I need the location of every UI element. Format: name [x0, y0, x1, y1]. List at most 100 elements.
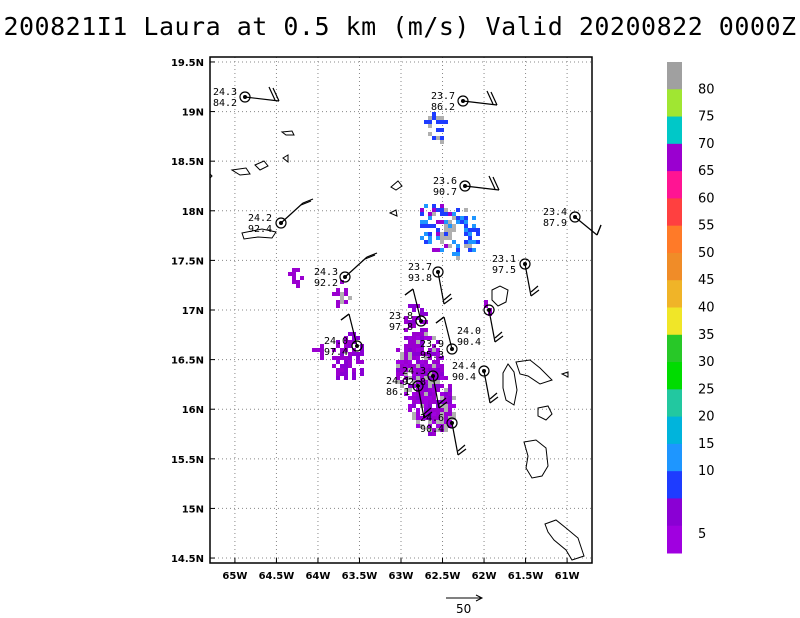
wind-cell	[424, 372, 428, 376]
wind-cell	[440, 428, 444, 432]
wind-cell	[428, 216, 432, 220]
wind-cell	[436, 248, 440, 252]
wind-cell	[432, 376, 436, 380]
wind-cell	[340, 356, 344, 360]
wind-cell	[408, 364, 412, 368]
wind-cell	[444, 408, 448, 412]
wind-cell	[412, 352, 416, 356]
wind-cell	[436, 208, 440, 212]
wind-barb-flag	[364, 254, 376, 260]
wind-cell	[424, 388, 428, 392]
wind-cell	[464, 240, 468, 244]
wind-barb-staff	[348, 313, 358, 347]
wind-cell	[296, 268, 300, 272]
wind-cell	[464, 208, 468, 212]
wind-cell	[420, 332, 424, 336]
wind-cell	[336, 288, 340, 292]
wind-cell	[428, 404, 432, 408]
wind-cell	[336, 304, 340, 308]
wind-cell	[452, 240, 456, 244]
wind-barb-staff	[244, 96, 280, 102]
wind-cell	[416, 356, 420, 360]
wind-cell	[428, 348, 432, 352]
wind-cell	[424, 416, 428, 420]
wind-cell	[428, 376, 432, 380]
station-plot: 24.490.4	[452, 361, 499, 404]
wind-cell	[424, 224, 428, 228]
station-plot: 24.292.4	[248, 198, 314, 235]
wind-cell	[396, 360, 400, 364]
wind-cell	[408, 384, 412, 388]
wind-cell	[428, 132, 432, 136]
x-tick-label: 61W	[555, 571, 580, 582]
wind-cell	[400, 360, 404, 364]
station-temperature: 24.6	[420, 413, 444, 424]
wind-cell	[432, 352, 436, 356]
wind-cell	[476, 228, 480, 232]
wind-cell	[420, 352, 424, 356]
wind-cell	[412, 368, 416, 372]
wind-cell	[432, 384, 436, 388]
colorbar-label: 50	[698, 246, 715, 261]
wind-cell	[396, 376, 400, 380]
x-tick-label: 62.5W	[425, 571, 461, 582]
colorbar-label: 70	[698, 137, 715, 152]
wind-cell	[432, 392, 436, 396]
wind-cell	[412, 404, 416, 408]
wind-cell	[424, 400, 428, 404]
wind-cell	[404, 352, 408, 356]
wind-cell	[448, 412, 452, 416]
wind-cell	[444, 212, 448, 216]
wind-cell	[420, 308, 424, 312]
wind-cell	[420, 368, 424, 372]
colorbar-swatch	[667, 171, 682, 199]
wind-cell	[416, 352, 420, 356]
y-tick-label: 16N	[182, 405, 204, 416]
wind-cell	[432, 116, 436, 120]
wind-barb-flag	[272, 87, 280, 102]
colorbar-label: 80	[698, 82, 715, 97]
station-plot: 24.186.1	[386, 376, 433, 419]
wind-cell	[444, 428, 448, 432]
wind-cell	[436, 420, 440, 424]
wind-cell	[420, 220, 424, 224]
wind-cell	[404, 392, 408, 396]
wind-cell	[404, 388, 408, 392]
lat-lon-grid	[210, 57, 592, 563]
wind-cell	[440, 384, 444, 388]
x-tick-label: 64.5W	[259, 571, 295, 582]
wind-cell	[404, 364, 408, 368]
wind-cell	[420, 348, 424, 352]
wind-cell	[472, 248, 476, 252]
wind-cell	[340, 300, 344, 304]
wind-cell	[448, 408, 452, 412]
wind-cell	[340, 352, 344, 356]
wind-cell	[344, 368, 348, 372]
wind-cell	[412, 392, 416, 396]
wind-cell	[468, 248, 472, 252]
station-ring	[339, 271, 351, 283]
wind-cell	[432, 408, 436, 412]
y-tick-label: 14.5N	[171, 554, 204, 565]
wind-cell	[332, 356, 336, 360]
wind-cell	[440, 424, 444, 428]
station-humidity: 87.9	[543, 218, 567, 229]
wind-cell	[408, 396, 412, 400]
wind-cell	[428, 408, 432, 412]
wind-barb-staff	[412, 288, 422, 322]
wind-cell	[400, 364, 404, 368]
station-humidity: 97.4	[324, 347, 348, 358]
wind-cell	[420, 400, 424, 404]
wind-cell	[440, 420, 444, 424]
wind-cell	[336, 300, 340, 304]
wind-cell	[408, 320, 412, 324]
wind-cell	[416, 408, 420, 412]
wind-cell	[336, 376, 340, 380]
wind-cell	[416, 412, 420, 416]
wind-cell	[432, 224, 436, 228]
wind-barb-staff	[574, 216, 598, 236]
wind-barb-flag	[435, 316, 445, 324]
wind-cell	[428, 224, 432, 228]
wind-cell	[436, 228, 440, 232]
